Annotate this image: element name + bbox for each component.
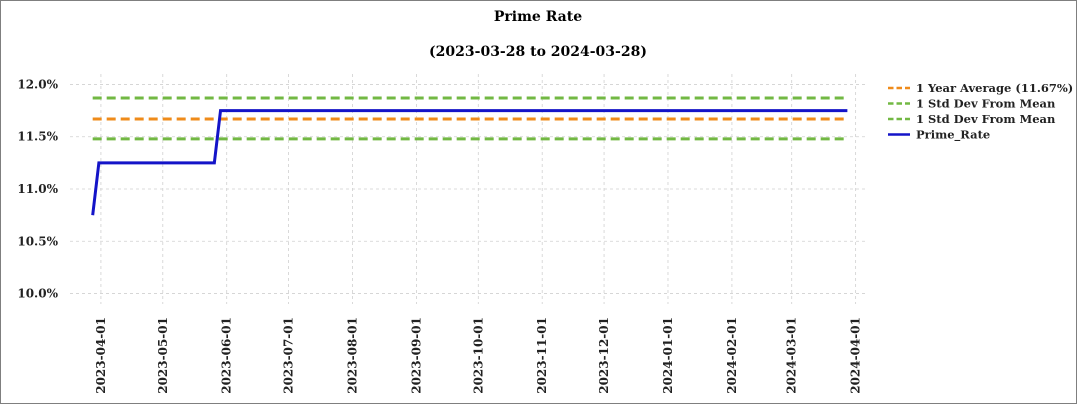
x-tick-label: 2023-10-01 (471, 317, 485, 394)
chart-title: Prime Rate (494, 9, 582, 25)
y-tick-label: 10.5% (17, 234, 58, 248)
series-line (91, 109, 848, 216)
x-tick-label: 2024-02-01 (725, 317, 739, 394)
x-tick-label: 2024-01-01 (661, 317, 675, 394)
series-lines (91, 96, 848, 216)
legend-label: 1 Year Average (11.67%) (916, 81, 1073, 95)
legend: 1 Year Average (11.67%) 1 Std Dev From Me… (888, 81, 1073, 143)
grid (70, 74, 868, 304)
legend-label: 1 Std Dev From Mean (916, 97, 1056, 111)
x-tick-label: 2023-04-01 (94, 317, 108, 394)
y-tick-label: 11.0% (17, 182, 58, 196)
x-tick-label: 2024-03-01 (785, 317, 799, 394)
x-tick-label: 2023-11-01 (535, 317, 549, 394)
y-tick-label: 11.5% (17, 130, 58, 144)
x-tick-label: 2023-06-01 (220, 317, 234, 394)
y-axis-ticks: 10.0% 10.5% 11.0% 11.5% 12.0% (17, 77, 58, 300)
x-axis-ticks: 2023-04-01 2023-05-01 2023-06-01 2023-07-01… (94, 317, 863, 394)
legend-label: 1 Std Dev From Mean (916, 112, 1056, 126)
x-tick-label: 2023-12-01 (597, 317, 611, 394)
x-tick-label: 2023-08-01 (345, 317, 359, 394)
legend-label: Prime_Rate (916, 128, 990, 143)
x-tick-label: 2023-07-01 (282, 317, 296, 394)
y-tick-label: 10.0% (17, 287, 58, 301)
y-tick-label: 12.0% (17, 77, 58, 91)
x-tick-label: 2023-09-01 (409, 317, 423, 394)
x-tick-label: 2023-05-01 (156, 317, 170, 394)
chart-subtitle: (2023-03-28 to 2024-03-28) (429, 44, 647, 60)
x-tick-label: 2024-04-01 (849, 317, 863, 394)
